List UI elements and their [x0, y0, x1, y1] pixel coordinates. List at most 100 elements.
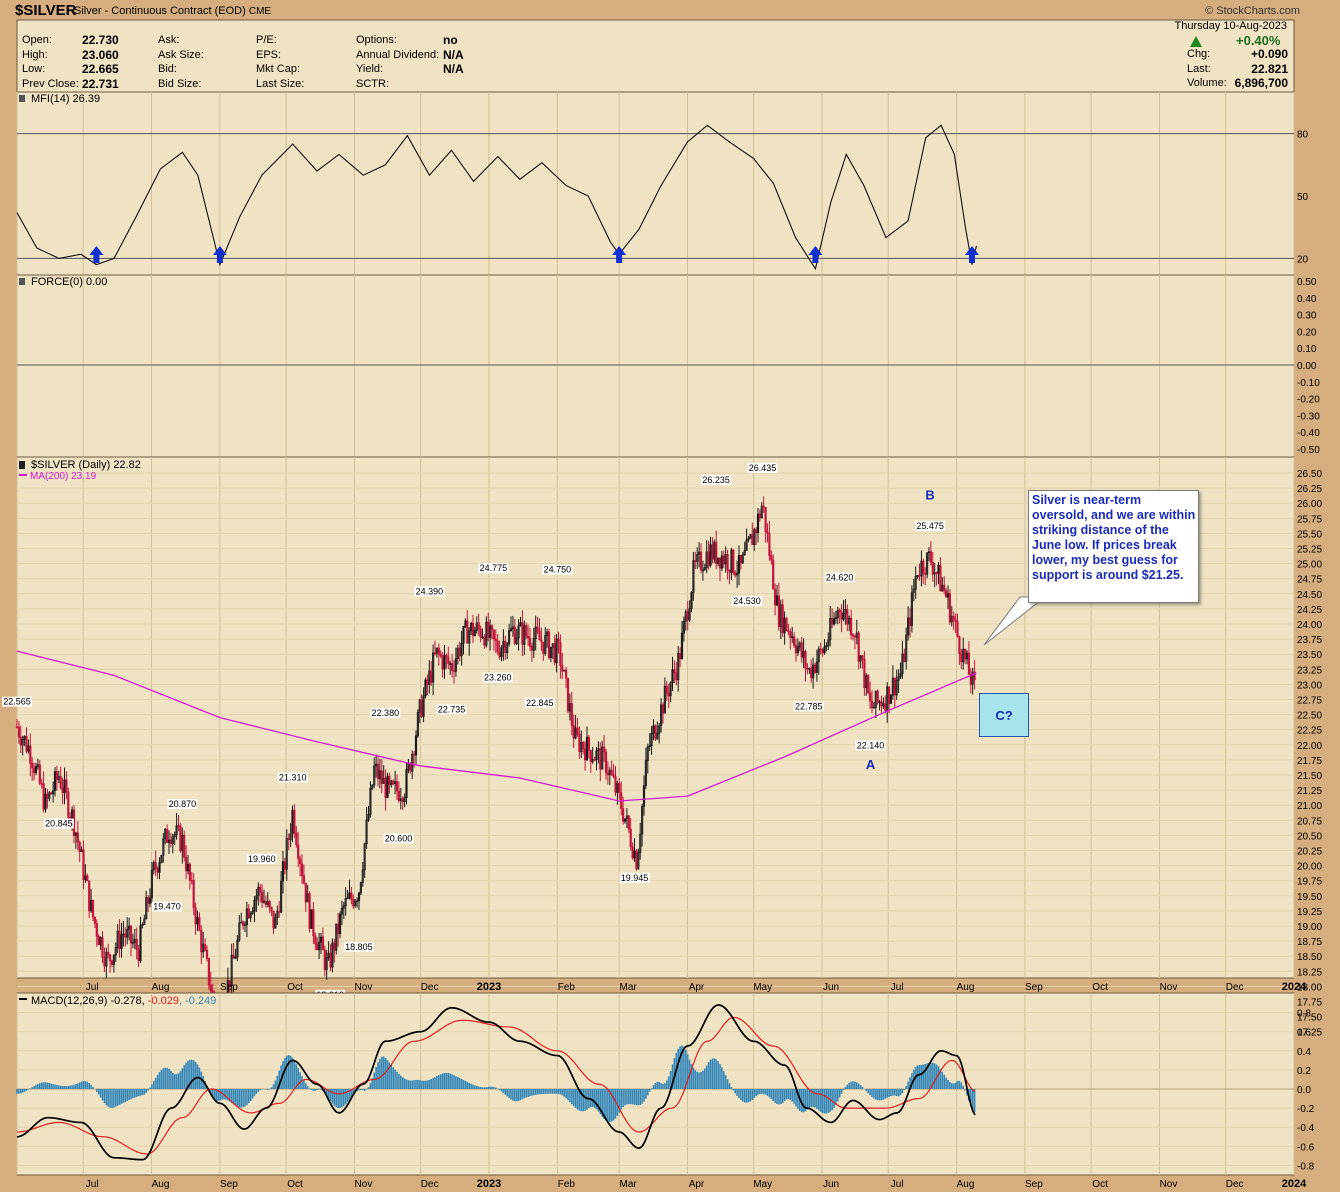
- histogram-bar: [90, 1084, 92, 1089]
- candle-body: [511, 626, 514, 630]
- histogram-bar: [73, 1084, 75, 1089]
- price-tick-label: 22.50: [1297, 711, 1322, 722]
- histogram-bar: [424, 1080, 427, 1089]
- histogram-bar: [856, 1082, 858, 1089]
- histogram-bar: [46, 1082, 49, 1089]
- candle-body: [131, 942, 135, 944]
- histogram-bar: [289, 1055, 292, 1089]
- candle-body: [766, 531, 769, 534]
- quote-panel: [16, 19, 1295, 93]
- price-tick-label: 20.50: [1297, 831, 1322, 842]
- histogram-bar: [221, 1089, 223, 1100]
- histogram-bar: [306, 1086, 309, 1089]
- histogram-bar: [213, 1089, 216, 1100]
- histogram-bar: [343, 1089, 345, 1107]
- histogram-bar: [56, 1084, 58, 1089]
- histogram-bar: [276, 1075, 279, 1089]
- x-axis-label: Jul: [86, 1179, 99, 1190]
- histogram-bar: [517, 1089, 520, 1101]
- price-tick-label: 17.50: [1297, 1013, 1322, 1024]
- macd-tick-label: 0.8: [1297, 1009, 1311, 1020]
- candle-body: [488, 625, 492, 638]
- candle-body: [610, 769, 613, 775]
- histogram-bar: [84, 1081, 87, 1089]
- candle-body: [166, 829, 169, 843]
- price-tick-label: 19.00: [1297, 922, 1322, 933]
- histogram-bar: [785, 1089, 788, 1100]
- price-label-bg: [478, 563, 509, 574]
- histogram-bar: [352, 1089, 355, 1095]
- candle-body: [51, 790, 55, 795]
- candle-body: [466, 620, 469, 644]
- candle-body: [192, 879, 195, 909]
- candle-body: [952, 616, 955, 621]
- candle-body: [107, 951, 110, 956]
- candle-body: [918, 574, 921, 577]
- histogram-bar: [40, 1082, 43, 1089]
- force-gridlines: [16, 275, 1295, 457]
- x-axis-label: Nov: [1160, 982, 1178, 993]
- histogram-bar: [757, 1089, 759, 1095]
- macd-signal-value: -0.029: [148, 995, 179, 1007]
- candle-body: [255, 895, 258, 901]
- histogram-bar: [301, 1076, 303, 1089]
- macd-tick-label: 0.2: [1297, 1066, 1311, 1077]
- price-tick-label: 24.00: [1297, 620, 1322, 631]
- candle-body: [177, 825, 180, 827]
- macd-title: MACD(12,26,9) -0.278, -0.029, -0.249: [31, 995, 216, 1007]
- x-axis-label: 2023: [477, 1178, 501, 1190]
- histogram-bar: [681, 1045, 683, 1089]
- histogram-bar: [723, 1071, 725, 1089]
- price-legend-icon: [19, 461, 25, 469]
- price-label-bg: [343, 941, 374, 952]
- candle-body: [576, 727, 579, 735]
- x-axis-label: Dec: [421, 982, 439, 993]
- histogram-bar: [909, 1077, 911, 1089]
- histogram-bar: [683, 1046, 685, 1089]
- candle-body: [889, 695, 893, 704]
- histogram-bar: [25, 1089, 28, 1091]
- histogram-bar: [721, 1067, 723, 1089]
- histogram-bar: [500, 1089, 503, 1092]
- price-label-bg: [793, 701, 824, 712]
- histogram-bar: [337, 1089, 339, 1109]
- quote-label: P/E:: [256, 34, 277, 46]
- histogram-bar: [77, 1083, 79, 1089]
- histogram-bar: [441, 1073, 444, 1089]
- histogram-bar: [793, 1089, 795, 1104]
- candle-body: [361, 869, 364, 883]
- candle-body: [640, 806, 644, 835]
- candle-body: [120, 934, 123, 950]
- candle-body: [274, 917, 277, 929]
- histogram-bar: [692, 1067, 695, 1089]
- candle-body: [365, 819, 368, 845]
- candle-body: [42, 783, 45, 810]
- candle-body: [251, 910, 254, 914]
- histogram-bar: [952, 1083, 955, 1089]
- candle-body: [422, 695, 425, 717]
- price-label-bg: [701, 475, 732, 486]
- candle-body: [838, 609, 841, 613]
- histogram-bar: [888, 1089, 890, 1097]
- candle-body: [734, 572, 737, 576]
- candle-body: [825, 645, 828, 648]
- histogram-bar: [318, 1089, 320, 1090]
- histogram-bar: [286, 1055, 288, 1089]
- histogram-bar: [650, 1088, 653, 1089]
- wave-c-box: C?: [979, 693, 1029, 737]
- candle-body: [53, 771, 57, 791]
- candle-body: [374, 763, 378, 767]
- histogram-bar: [386, 1060, 389, 1089]
- histogram-bar: [284, 1057, 286, 1089]
- histogram-bar: [451, 1074, 453, 1089]
- histogram-bar: [39, 1083, 41, 1089]
- histogram-bar: [916, 1065, 919, 1089]
- histogram-bar: [772, 1089, 774, 1102]
- x-axis-label: Jun: [823, 1179, 839, 1190]
- histogram-bar: [654, 1083, 657, 1089]
- x-axis-label: Oct: [287, 982, 303, 993]
- x-axis-label: Dec: [1226, 982, 1244, 993]
- candle-body: [36, 764, 39, 767]
- histogram-bar: [867, 1089, 869, 1094]
